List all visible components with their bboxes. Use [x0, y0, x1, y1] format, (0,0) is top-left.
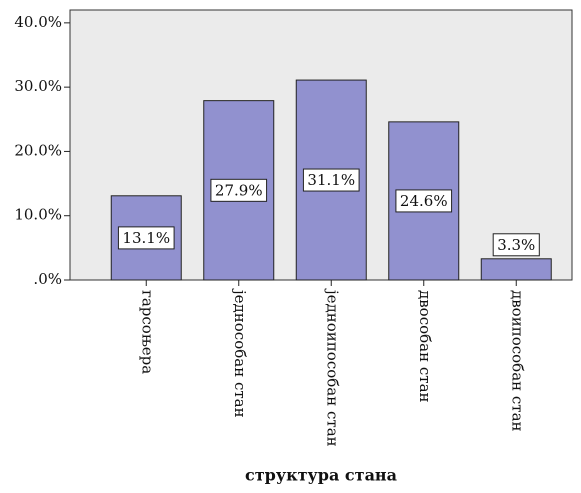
y-tick-label: .0%: [33, 270, 62, 288]
value-label-box: [492, 233, 540, 257]
bar: [480, 258, 552, 281]
value-label: 31.1%: [307, 171, 355, 189]
y-tick-label: 10.0%: [14, 206, 62, 224]
x-tick-label: гарсоњера: [138, 290, 156, 374]
x-tick-label: двособан стан: [416, 290, 434, 403]
x-tick-label: једнособан стан: [231, 288, 249, 418]
value-label-box: [302, 168, 360, 192]
x-tick-label: двоипособан стан: [508, 290, 526, 432]
value-label-box: [117, 226, 175, 250]
value-label: 24.6%: [400, 192, 448, 210]
y-tick-label: 20.0%: [14, 141, 62, 159]
y-tick-label: 30.0%: [14, 77, 62, 95]
value-label-box: [210, 178, 268, 202]
x-axis-label: структура стана: [245, 466, 397, 485]
value-label-box: [395, 189, 453, 213]
value-label: 13.1%: [122, 229, 170, 247]
x-tick-label: једноипособан стан: [323, 288, 341, 447]
y-tick-label: 40.0%: [14, 13, 62, 31]
value-label: 3.3%: [497, 236, 535, 254]
value-label: 27.9%: [215, 181, 263, 199]
